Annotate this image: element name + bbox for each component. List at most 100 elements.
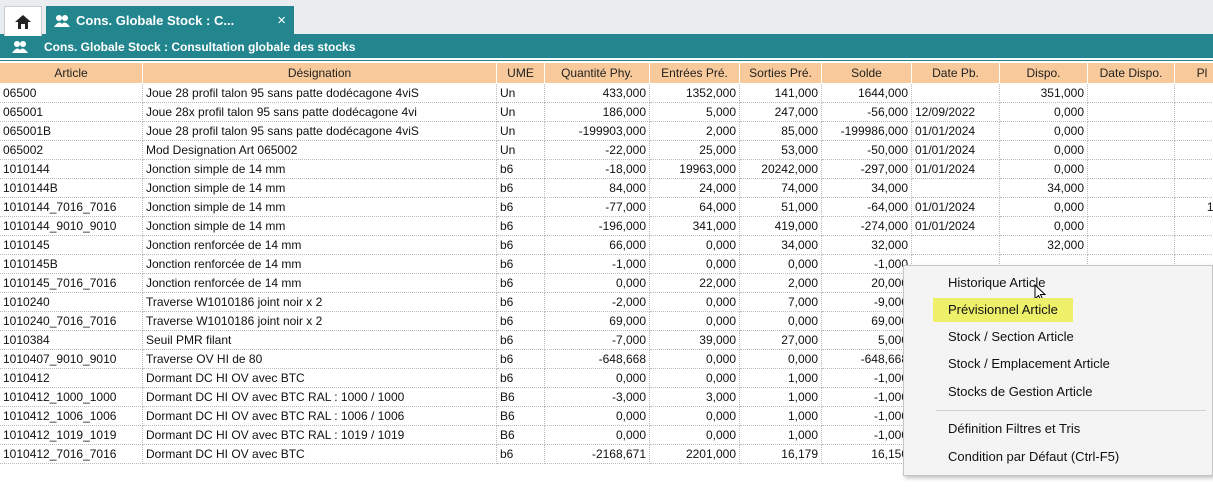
table-cell[interactable]: -7,000: [545, 331, 650, 350]
table-cell[interactable]: [1088, 84, 1175, 103]
table-cell[interactable]: 1010145: [0, 236, 143, 255]
table-cell[interactable]: -1,000: [822, 426, 912, 445]
table-cell[interactable]: -199903,000: [545, 122, 650, 141]
table-cell[interactable]: 2201,000: [650, 445, 740, 464]
table-cell[interactable]: 84,000: [545, 179, 650, 198]
table-cell[interactable]: b6: [497, 255, 545, 274]
tab-close[interactable]: ×: [277, 12, 286, 29]
table-cell[interactable]: 01/01/2024: [912, 217, 1000, 236]
table-cell[interactable]: 06500: [0, 84, 143, 103]
table-cell[interactable]: 1,000: [740, 426, 822, 445]
table-cell[interactable]: -196,000: [545, 217, 650, 236]
table-cell[interactable]: -2,000: [545, 293, 650, 312]
table-cell[interactable]: Un: [497, 122, 545, 141]
table-cell[interactable]: 419,000: [740, 217, 822, 236]
table-cell[interactable]: 0,000: [545, 274, 650, 293]
active-tab[interactable]: Cons. Globale Stock : C... ×: [46, 6, 294, 36]
table-cell[interactable]: -3,000: [545, 388, 650, 407]
table-cell[interactable]: -9,000: [822, 293, 912, 312]
table-cell[interactable]: Dormant DC HI OV avec BTC: [143, 445, 497, 464]
table-cell[interactable]: 0,000: [650, 350, 740, 369]
table-cell[interactable]: Dormant DC HI OV avec BTC: [143, 369, 497, 388]
table-cell[interactable]: 1,000: [740, 369, 822, 388]
table-cell[interactable]: Traverse W1010186 joint noir x 2: [143, 312, 497, 331]
table-cell[interactable]: b6: [497, 274, 545, 293]
table-cell[interactable]: -1,000: [822, 388, 912, 407]
table-cell[interactable]: 34,000: [822, 179, 912, 198]
table-cell[interactable]: B6: [497, 426, 545, 445]
table-cell[interactable]: 1352,000: [650, 84, 740, 103]
table-cell[interactable]: Dormant DC HI OV avec BTC RAL : 1000 / 1…: [143, 388, 497, 407]
table-cell[interactable]: b6: [497, 198, 545, 217]
table-cell[interactable]: 0,000: [650, 426, 740, 445]
table-cell[interactable]: 69,000: [822, 312, 912, 331]
table-cell[interactable]: 32,000: [1000, 236, 1088, 255]
column-header[interactable]: Date Dispo.: [1088, 63, 1175, 83]
menu-item[interactable]: Stocks de Gestion Article: [948, 384, 1093, 399]
table-cell[interactable]: 0,000: [740, 312, 822, 331]
table-cell[interactable]: b6: [497, 350, 545, 369]
table-cell[interactable]: Un: [497, 103, 545, 122]
table-cell[interactable]: 10: [1175, 160, 1213, 179]
table-cell[interactable]: 01/01/2024: [912, 141, 1000, 160]
table-cell[interactable]: 7,000: [740, 293, 822, 312]
table-cell[interactable]: 69,000: [545, 312, 650, 331]
table-cell[interactable]: 141,000: [740, 84, 822, 103]
table-cell[interactable]: 27,000: [740, 331, 822, 350]
column-header[interactable]: UME: [497, 63, 545, 83]
table-cell[interactable]: -648,668: [822, 350, 912, 369]
table-cell[interactable]: 20,000: [822, 274, 912, 293]
table-cell[interactable]: 0,000: [1000, 160, 1088, 179]
table-cell[interactable]: 16,179: [740, 445, 822, 464]
table-cell[interactable]: Jonction simple de 14 mm: [143, 198, 497, 217]
column-header[interactable]: Date Pb.: [912, 63, 1000, 83]
table-cell[interactable]: 0,000: [545, 426, 650, 445]
table-cell[interactable]: b6: [497, 369, 545, 388]
table-cell[interactable]: Un: [497, 141, 545, 160]
table-cell[interactable]: 34,000: [740, 236, 822, 255]
menu-item[interactable]: Définition Filtres et Tris: [948, 421, 1081, 436]
table-cell[interactable]: 186,000: [545, 103, 650, 122]
table-cell[interactable]: 351,000: [1000, 84, 1088, 103]
table-cell[interactable]: 0,000: [650, 407, 740, 426]
table-cell[interactable]: 1,000: [740, 407, 822, 426]
table-cell[interactable]: [1088, 160, 1175, 179]
table-cell[interactable]: [1088, 179, 1175, 198]
table-cell[interactable]: 1010412_1019_1019: [0, 426, 143, 445]
table-cell[interactable]: B6: [497, 407, 545, 426]
table-cell[interactable]: Seuil PMR filant: [143, 331, 497, 350]
table-cell[interactable]: Joue 28 profil talon 95 sans patte dodéc…: [143, 122, 497, 141]
menu-item[interactable]: Historique Article: [948, 275, 1046, 290]
table-cell[interactable]: 1010407_9010_9010: [0, 350, 143, 369]
table-cell[interactable]: 065001: [0, 103, 143, 122]
table-cell[interactable]: b6: [497, 179, 545, 198]
table-cell[interactable]: 01/01/2024: [912, 122, 1000, 141]
table-cell[interactable]: b6: [497, 236, 545, 255]
table-cell[interactable]: 19963,000: [650, 160, 740, 179]
table-cell[interactable]: b6: [497, 312, 545, 331]
table-cell[interactable]: 065002: [0, 141, 143, 160]
table-cell[interactable]: 0,000: [545, 407, 650, 426]
table-cell[interactable]: -274,000: [822, 217, 912, 236]
table-cell[interactable]: 0,000: [650, 255, 740, 274]
table-cell[interactable]: Jonction renforcée de 14 mm: [143, 274, 497, 293]
table-cell[interactable]: 2: [1175, 141, 1213, 160]
table-cell[interactable]: 1010144: [0, 160, 143, 179]
table-cell[interactable]: 53,000: [740, 141, 822, 160]
table-cell[interactable]: b6: [497, 160, 545, 179]
table-cell[interactable]: 85,000: [740, 122, 822, 141]
table-cell[interactable]: -56,000: [822, 103, 912, 122]
table-cell[interactable]: 1,000: [740, 388, 822, 407]
table-cell[interactable]: 0,000: [1000, 217, 1088, 236]
table-cell[interactable]: 5,000: [822, 331, 912, 350]
table-cell[interactable]: b6: [497, 293, 545, 312]
table-cell[interactable]: -1,000: [545, 255, 650, 274]
table-cell[interactable]: 20242,000: [740, 160, 822, 179]
table-cell[interactable]: Dormant DC HI OV avec BTC RAL : 1019 / 1…: [143, 426, 497, 445]
table-cell[interactable]: 51,000: [740, 198, 822, 217]
table-cell[interactable]: Jonction simple de 14 mm: [143, 160, 497, 179]
table-cell[interactable]: 32,000: [822, 236, 912, 255]
table-cell[interactable]: 2,000: [740, 274, 822, 293]
table-cell[interactable]: 1010240_7016_7016: [0, 312, 143, 331]
table-cell[interactable]: -64,000: [822, 198, 912, 217]
